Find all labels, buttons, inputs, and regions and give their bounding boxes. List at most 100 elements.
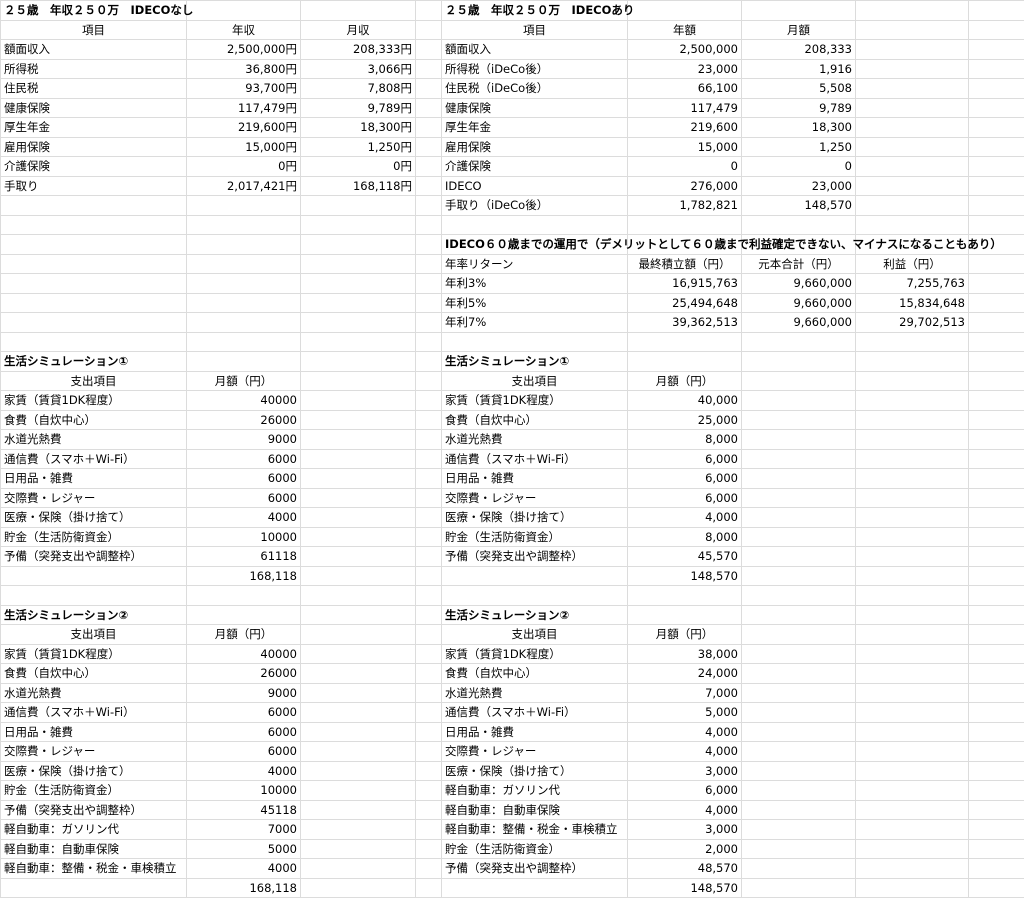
cell[interactable]	[300, 468, 416, 489]
cell[interactable]	[968, 682, 1024, 703]
value-cell[interactable]: 4,000	[627, 721, 742, 742]
value-cell[interactable]: 0円	[186, 156, 301, 177]
cell[interactable]	[855, 117, 969, 138]
section-title[interactable]: 生活シミュレーション①	[0, 351, 187, 372]
value-cell[interactable]: 9,660,000	[741, 273, 856, 294]
row-label[interactable]: 住民税（iDeCo後）	[441, 78, 628, 99]
cell[interactable]	[300, 214, 416, 235]
cell[interactable]	[968, 390, 1024, 411]
cell[interactable]	[415, 799, 442, 820]
cell[interactable]	[415, 351, 442, 372]
cell[interactable]	[741, 526, 856, 547]
cell[interactable]	[415, 760, 442, 781]
row-label[interactable]: 手取り（iDeCo後）	[441, 195, 628, 216]
cell[interactable]	[300, 760, 416, 781]
cell[interactable]	[855, 877, 969, 898]
cell[interactable]	[741, 429, 856, 450]
cell[interactable]	[415, 624, 442, 645]
cell[interactable]	[968, 760, 1024, 781]
value-cell[interactable]: 6000	[186, 487, 301, 508]
cell[interactable]	[300, 507, 416, 528]
value-cell[interactable]: 4,000	[627, 741, 742, 762]
cell[interactable]	[855, 39, 969, 60]
cell[interactable]	[968, 721, 1024, 742]
cell[interactable]	[415, 156, 442, 177]
value-cell[interactable]: 6000	[186, 741, 301, 762]
cell[interactable]	[300, 741, 416, 762]
cell[interactable]	[415, 58, 442, 79]
value-cell[interactable]: 2,500,000円	[186, 39, 301, 60]
value-cell[interactable]: 6000	[186, 721, 301, 742]
cell[interactable]	[855, 799, 969, 820]
cell[interactable]	[0, 331, 187, 352]
cell[interactable]	[968, 604, 1024, 625]
cell[interactable]	[968, 448, 1024, 469]
cell[interactable]	[300, 546, 416, 567]
cell[interactable]	[741, 760, 856, 781]
value-cell[interactable]: 4000	[186, 760, 301, 781]
cell[interactable]	[300, 838, 416, 859]
cell[interactable]	[415, 78, 442, 99]
cell[interactable]	[968, 370, 1024, 391]
cell[interactable]	[300, 721, 416, 742]
value-cell[interactable]: 39,362,513	[627, 312, 742, 333]
cell[interactable]	[741, 585, 856, 606]
cell[interactable]	[741, 702, 856, 723]
row-label[interactable]: 日用品・雑費	[441, 721, 628, 742]
cell[interactable]	[741, 819, 856, 840]
cell[interactable]	[415, 195, 442, 216]
cell[interactable]	[855, 546, 969, 567]
cell[interactable]	[441, 877, 628, 898]
value-cell[interactable]: 7000	[186, 819, 301, 840]
cell[interactable]	[627, 331, 742, 352]
cell[interactable]	[855, 663, 969, 684]
row-label[interactable]: 額面収入	[0, 39, 187, 60]
section-title[interactable]: ２５歳 年収２５０万 IDECOなし	[0, 0, 193, 21]
cell[interactable]	[415, 117, 442, 138]
value-cell[interactable]: 9,789	[741, 97, 856, 118]
value-cell[interactable]: 93,700円	[186, 78, 301, 99]
column-header[interactable]: 月額	[741, 19, 856, 40]
value-cell[interactable]: 15,000	[627, 136, 742, 157]
cell[interactable]	[415, 448, 442, 469]
value-cell[interactable]: 6000	[186, 702, 301, 723]
cell[interactable]	[968, 253, 1024, 274]
cell[interactable]	[968, 214, 1024, 235]
row-label[interactable]: 予備（突発支出や調整枠）	[0, 546, 187, 567]
value-cell[interactable]: 4000	[186, 507, 301, 528]
cell[interactable]	[415, 585, 442, 606]
value-cell[interactable]: 10000	[186, 526, 301, 547]
cell[interactable]	[415, 565, 442, 586]
cell[interactable]	[300, 682, 416, 703]
cell[interactable]	[186, 604, 301, 625]
cell[interactable]	[300, 351, 416, 372]
cell[interactable]	[441, 565, 628, 586]
cell[interactable]	[855, 351, 969, 372]
value-cell[interactable]: 24,000	[627, 663, 742, 684]
cell[interactable]	[186, 253, 301, 274]
section-title[interactable]: 生活シミュレーション①	[441, 351, 628, 372]
cell[interactable]	[0, 214, 187, 235]
value-cell[interactable]: 276,000	[627, 175, 742, 196]
column-header[interactable]: 年収	[186, 19, 301, 40]
cell[interactable]	[300, 702, 416, 723]
value-cell[interactable]: 5000	[186, 838, 301, 859]
value-cell[interactable]: 148,570	[741, 195, 856, 216]
cell[interactable]	[415, 663, 442, 684]
section-title[interactable]: ２５歳 年収２５０万 IDECOあり	[441, 0, 634, 21]
cell[interactable]	[415, 780, 442, 801]
cell[interactable]	[300, 448, 416, 469]
value-cell[interactable]: 4,000	[627, 799, 742, 820]
value-cell[interactable]: 9000	[186, 429, 301, 450]
value-cell[interactable]: 38,000	[627, 643, 742, 664]
cell[interactable]	[741, 858, 856, 879]
value-cell[interactable]: 25,000	[627, 409, 742, 430]
cell[interactable]	[627, 585, 742, 606]
cell[interactable]	[300, 565, 416, 586]
row-label[interactable]: 交際費・レジャー	[441, 741, 628, 762]
cell[interactable]	[968, 78, 1024, 99]
cell[interactable]	[855, 429, 969, 450]
column-header[interactable]: 月額（円）	[627, 370, 742, 391]
value-cell[interactable]: 7,808円	[300, 78, 416, 99]
cell[interactable]	[855, 526, 969, 547]
